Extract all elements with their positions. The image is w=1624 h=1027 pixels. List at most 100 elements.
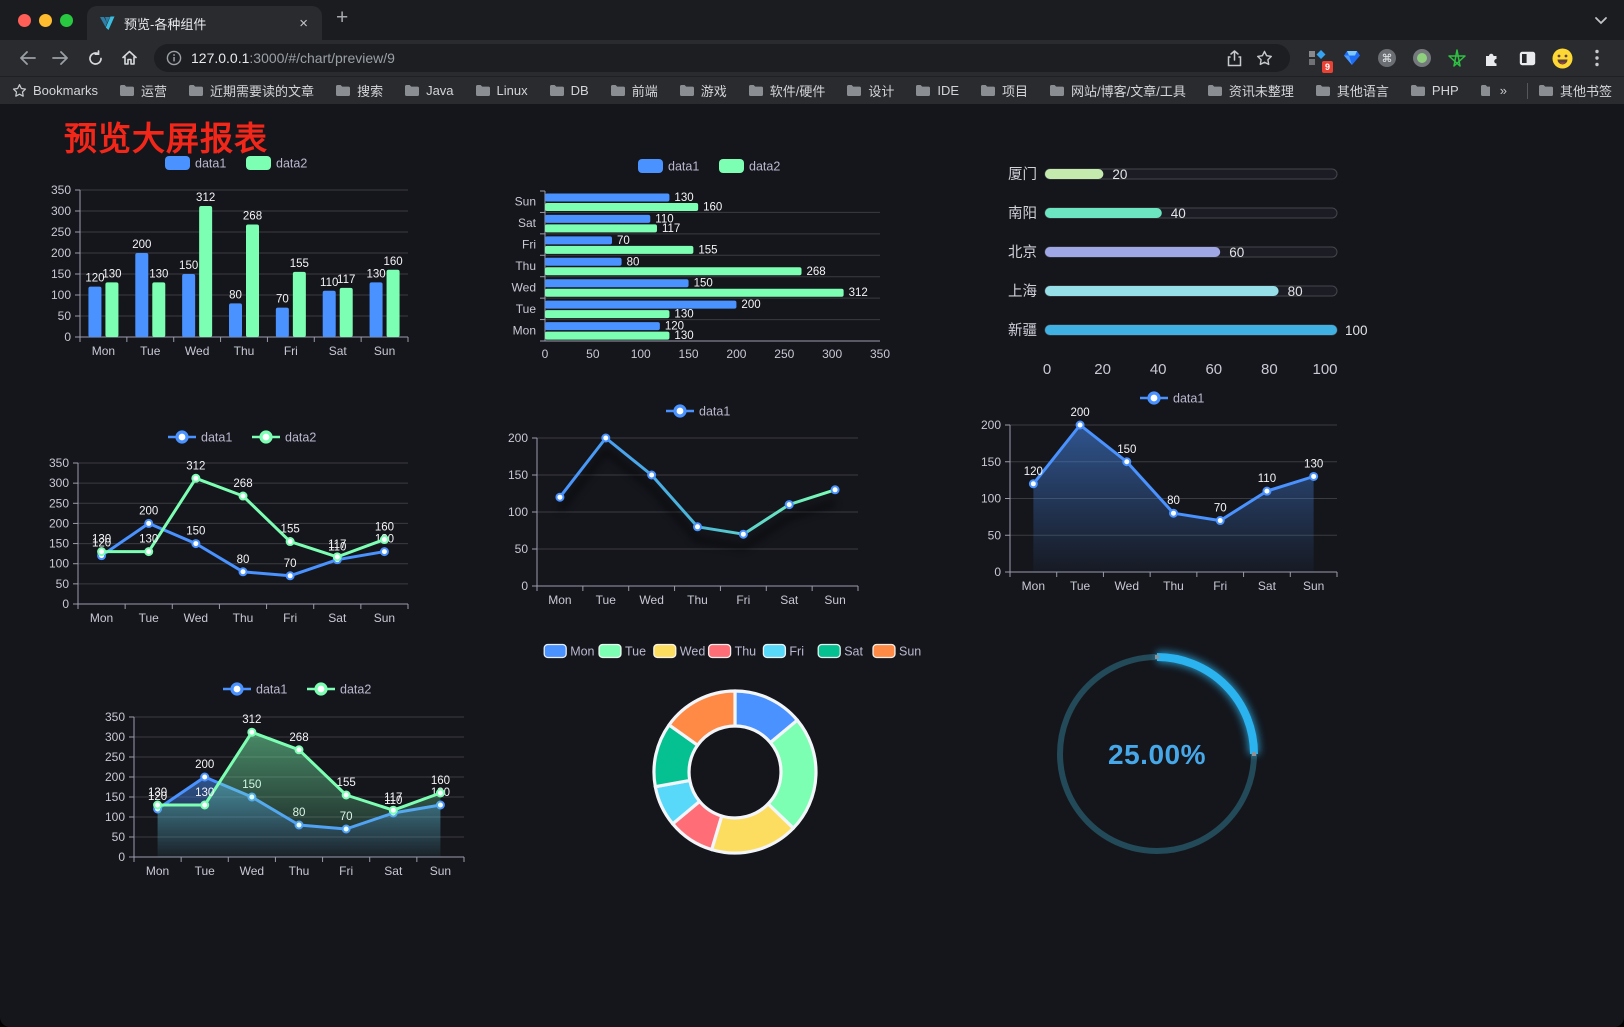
bookmark-label: DB bbox=[570, 83, 589, 98]
close-tab-icon[interactable]: × bbox=[299, 14, 308, 32]
minimize-window-button[interactable] bbox=[39, 13, 52, 27]
svg-text:Tue: Tue bbox=[140, 344, 161, 358]
svg-text:Wed: Wed bbox=[639, 593, 663, 607]
site-info-icon[interactable] bbox=[166, 50, 182, 66]
folder-icon bbox=[475, 85, 490, 96]
svg-text:100: 100 bbox=[508, 505, 528, 519]
svg-text:110: 110 bbox=[320, 277, 338, 289]
svg-text:data1: data1 bbox=[201, 431, 232, 445]
share-icon[interactable] bbox=[1220, 49, 1249, 67]
svg-text:117: 117 bbox=[384, 792, 402, 804]
record-extension-icon[interactable] bbox=[1411, 47, 1433, 69]
puzzle-extensions-icon[interactable] bbox=[1481, 47, 1503, 69]
bookmark-item[interactable]: Java bbox=[404, 83, 454, 98]
svg-text:80: 80 bbox=[229, 289, 242, 301]
svg-text:50: 50 bbox=[56, 577, 70, 591]
svg-text:Sun: Sun bbox=[824, 593, 845, 607]
bookmark-item[interactable]: DB bbox=[549, 83, 589, 98]
bookmark-label: 游戏 bbox=[700, 84, 727, 99]
reload-button[interactable] bbox=[80, 44, 110, 72]
svg-text:上海: 上海 bbox=[1008, 283, 1037, 300]
bookmark-star-icon[interactable] bbox=[1249, 50, 1280, 66]
browser-tab[interactable]: 预览-各种组件 × bbox=[87, 6, 322, 40]
svg-text:100: 100 bbox=[981, 492, 1001, 506]
bookmark-item[interactable]: 资讯未整理 bbox=[1207, 81, 1294, 100]
bookmark-item[interactable]: IDE bbox=[915, 83, 959, 98]
tab-search-chevron-icon[interactable] bbox=[1594, 12, 1608, 30]
back-button[interactable] bbox=[12, 44, 42, 72]
svg-text:Sun: Sun bbox=[1303, 579, 1324, 593]
svg-text:100: 100 bbox=[631, 347, 651, 361]
bookmark-item[interactable]: PHP bbox=[1410, 83, 1459, 98]
svg-text:110: 110 bbox=[655, 213, 673, 225]
folder-icon bbox=[189, 85, 204, 96]
svg-text:Fri: Fri bbox=[283, 611, 297, 625]
bookmark-item[interactable]: 项目 bbox=[980, 81, 1028, 100]
svg-text:Tue: Tue bbox=[596, 593, 617, 607]
bookmark-item[interactable]: 游戏 bbox=[679, 81, 727, 100]
svg-text:Fri: Fri bbox=[736, 593, 750, 607]
other-bookmarks-label: 其他书签 bbox=[1559, 84, 1612, 99]
svg-text:200: 200 bbox=[508, 431, 528, 445]
bookmark-item[interactable]: 文件服务器 bbox=[1480, 81, 1490, 100]
svg-text:268: 268 bbox=[233, 478, 252, 490]
url-host: 127.0.0.1 bbox=[191, 50, 250, 66]
svg-text:Wed: Wed bbox=[240, 864, 264, 878]
emoji-profile-icon[interactable] bbox=[1551, 47, 1573, 69]
sidepanel-icon[interactable] bbox=[1516, 47, 1538, 69]
svg-text:70: 70 bbox=[617, 235, 630, 247]
svg-text:200: 200 bbox=[981, 418, 1001, 432]
address-bar[interactable]: 127.0.0.1:3000/#/chart/preview/9 bbox=[154, 44, 1290, 72]
svg-text:268: 268 bbox=[289, 732, 308, 744]
command-extension-icon[interactable]: ⌘ bbox=[1376, 47, 1398, 69]
bookmark-label: 软件/硬件 bbox=[769, 84, 826, 99]
forward-button[interactable] bbox=[46, 44, 76, 72]
menu-kebab-icon[interactable] bbox=[1586, 47, 1608, 69]
bookmark-item[interactable]: 设计 bbox=[846, 81, 894, 100]
bookmark-item[interactable]: 前端 bbox=[610, 81, 658, 100]
svg-text:117: 117 bbox=[328, 539, 346, 551]
zoom-window-button[interactable] bbox=[60, 13, 73, 27]
svg-text:Sat: Sat bbox=[780, 593, 799, 607]
svg-text:Wed: Wed bbox=[184, 611, 208, 625]
svg-text:80: 80 bbox=[237, 554, 250, 566]
bookmark-item[interactable]: 软件/硬件 bbox=[748, 81, 826, 100]
folder-icon bbox=[1480, 85, 1490, 96]
svg-text:Mon: Mon bbox=[90, 611, 113, 625]
other-bookmarks-folder[interactable]: 其他书签 bbox=[1538, 81, 1612, 100]
svg-text:130: 130 bbox=[674, 330, 693, 342]
new-tab-button[interactable]: + bbox=[336, 6, 349, 29]
svg-text:70: 70 bbox=[276, 294, 289, 306]
svg-text:100: 100 bbox=[51, 288, 71, 302]
star-extension-icon[interactable] bbox=[1446, 47, 1468, 69]
bookmark-item[interactable]: 搜索 bbox=[335, 81, 383, 100]
bookmark-label: 搜索 bbox=[357, 84, 384, 99]
bookmark-label: 网站/博客/文章/工具 bbox=[1071, 84, 1186, 99]
svg-text:60: 60 bbox=[1229, 245, 1244, 260]
svg-text:155: 155 bbox=[290, 258, 309, 270]
bookmark-item[interactable]: Linux bbox=[475, 83, 528, 98]
svg-text:150: 150 bbox=[508, 468, 528, 482]
folder-icon bbox=[748, 85, 763, 96]
svg-text:Fri: Fri bbox=[339, 864, 353, 878]
close-window-button[interactable] bbox=[18, 13, 31, 27]
svg-text:350: 350 bbox=[105, 710, 125, 724]
extension-grid-icon[interactable]: 9 bbox=[1306, 47, 1333, 73]
bookmarks-overflow-chevron[interactable]: » bbox=[1499, 83, 1507, 98]
svg-text:Sat: Sat bbox=[844, 645, 863, 659]
svg-text:Thu: Thu bbox=[1163, 579, 1184, 593]
svg-text:150: 150 bbox=[49, 537, 69, 551]
svg-text:0: 0 bbox=[118, 850, 125, 864]
chart-progress-bars: 厦门 20 南阳 40 北京 60 上海 80 新疆 100 0 20 40 60 80 100 bbox=[985, 150, 1370, 390]
extension-badge: 9 bbox=[1321, 61, 1333, 73]
bookmark-item[interactable]: 网站/博客/文章/工具 bbox=[1049, 81, 1186, 100]
svg-text:Tue: Tue bbox=[195, 864, 216, 878]
svg-text:50: 50 bbox=[586, 347, 600, 361]
bookmark-item[interactable]: 近期需要读的文章 bbox=[188, 81, 314, 100]
bookmark-item[interactable]: 运营 bbox=[119, 81, 167, 100]
bookmark-item[interactable]: 其他语言 bbox=[1315, 81, 1389, 100]
home-button[interactable] bbox=[114, 44, 144, 72]
bookmarks-root[interactable]: Bookmarks bbox=[12, 83, 98, 98]
svg-text:160: 160 bbox=[383, 256, 402, 268]
gem-extension-icon[interactable] bbox=[1341, 47, 1363, 69]
